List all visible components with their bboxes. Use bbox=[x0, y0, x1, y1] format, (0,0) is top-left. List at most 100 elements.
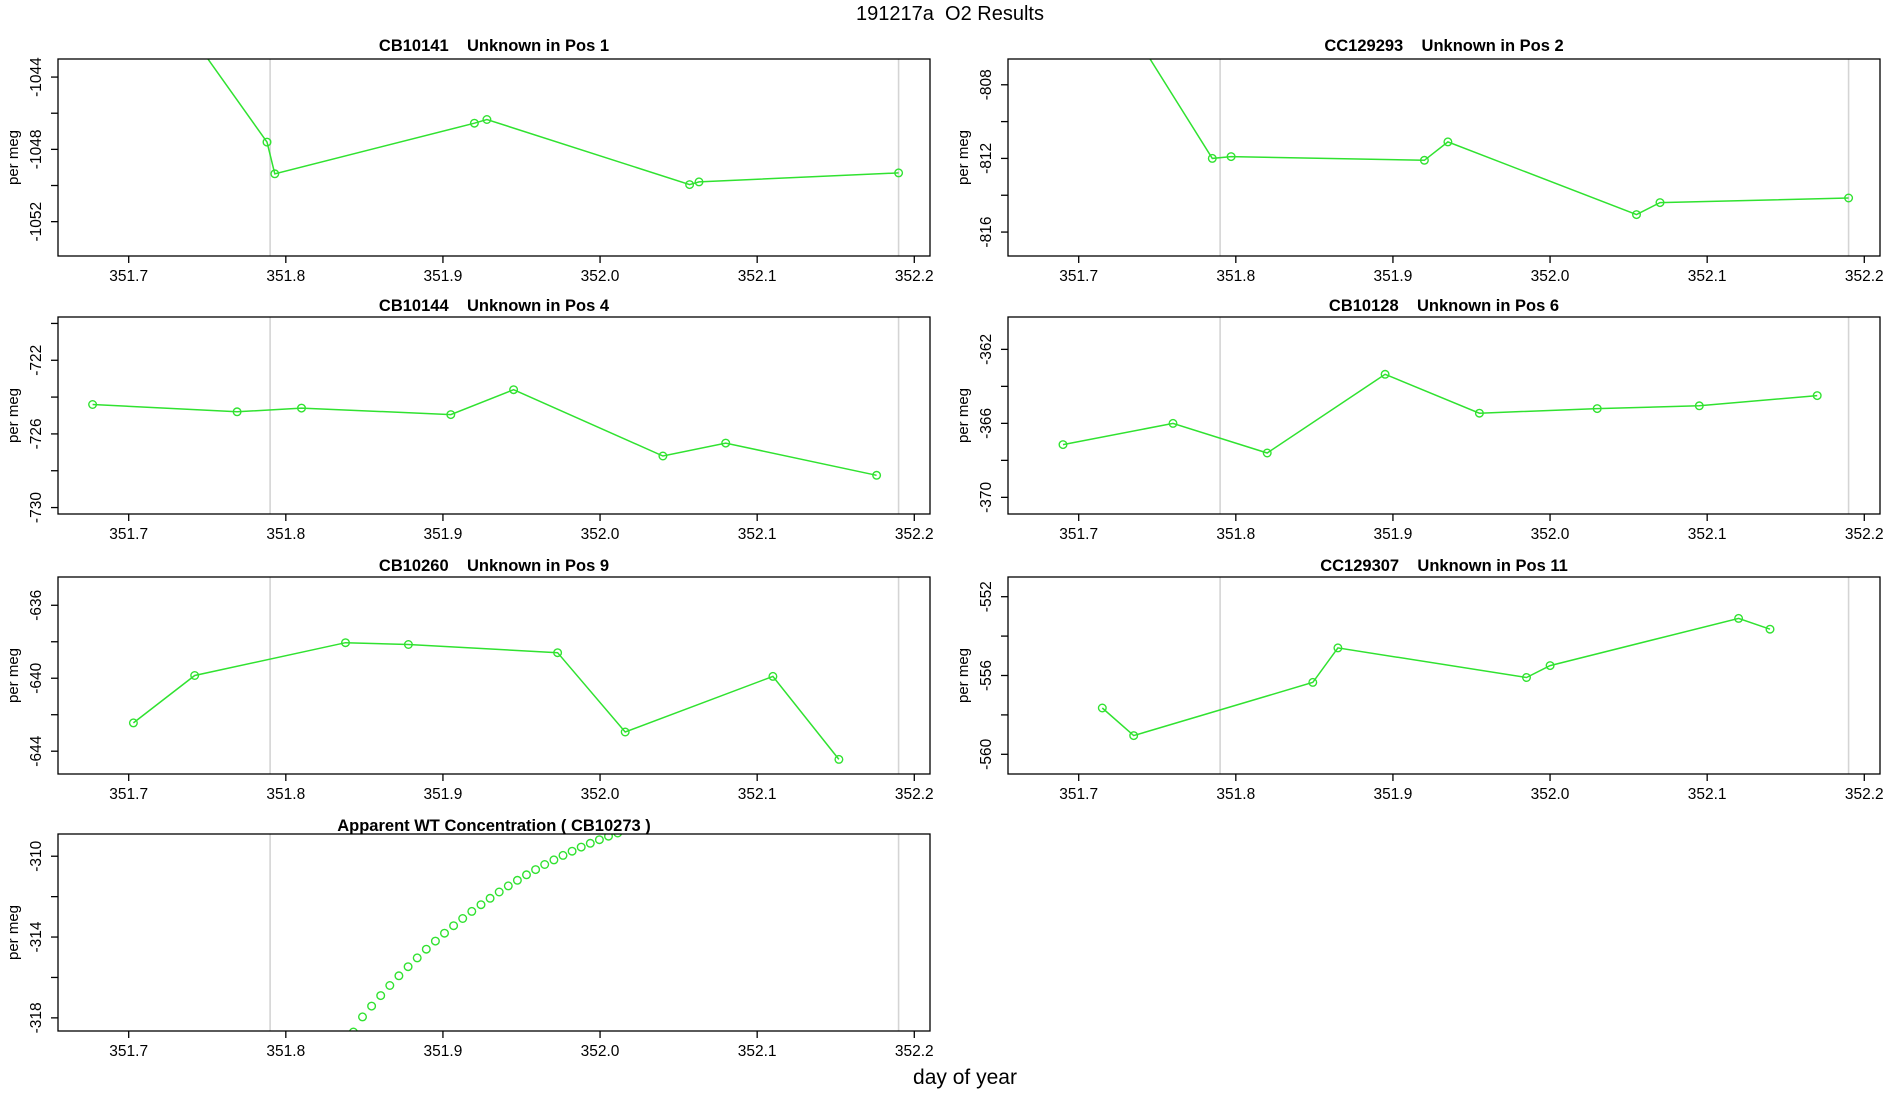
y-tick-label: -1048 bbox=[28, 130, 45, 170]
data-point-marker bbox=[685, 180, 695, 190]
x-tick-label: 352.1 bbox=[738, 526, 777, 543]
data-point-marker bbox=[1522, 672, 1532, 682]
x-tick-label: 351.9 bbox=[424, 268, 463, 285]
data-point-marker bbox=[1694, 401, 1704, 411]
chart-title: CB10141 Unknown in Pos 1 bbox=[378, 37, 610, 55]
x-tick-label: 351.8 bbox=[1216, 786, 1255, 803]
data-point-marker bbox=[485, 893, 495, 903]
y-axis-title: per meg bbox=[5, 130, 22, 185]
data-point-marker bbox=[620, 727, 630, 737]
data-point-marker bbox=[894, 168, 904, 178]
data-point-marker bbox=[467, 906, 477, 916]
chart-canvas: 351.7 351.8 351.9 352.0 352.1 352.2 -362 -366 -3… bbox=[955, 316, 1884, 543]
data-point-marker bbox=[834, 754, 844, 764]
data-point-marker bbox=[446, 410, 456, 420]
data-point-marker bbox=[658, 451, 668, 461]
y-axis-title: per meg bbox=[5, 648, 22, 703]
plot-area bbox=[128, 577, 900, 774]
y-tick-label: -310 bbox=[28, 840, 45, 871]
x-tick-label: 351.8 bbox=[266, 786, 305, 803]
x-tick-label: 351.7 bbox=[109, 1043, 148, 1060]
x-tick-label: 352.0 bbox=[581, 1043, 620, 1060]
chart-canvas: 351.7 351.8 351.9 352.0 352.1 352.2 -1044 -1048… bbox=[5, 57, 934, 285]
y-tick-label: -1044 bbox=[28, 57, 45, 97]
data-point-marker bbox=[604, 834, 613, 841]
data-point-marker bbox=[567, 846, 577, 856]
chart-canvas: 351.7 351.8 351.9 352.0 352.1 352.2 -310 -314 -3… bbox=[5, 814, 934, 1060]
x-tick-label: 351.8 bbox=[1216, 268, 1255, 285]
data-point-marker bbox=[1844, 193, 1854, 203]
chart-panel-cb10260-pos9: CB10260 Unknown in Pos 9 351.7 351.8 351.9… bbox=[0, 550, 950, 810]
y-axis-title: per meg bbox=[955, 130, 972, 185]
chart-canvas: 351.7 351.8 351.9 352.0 352.1 352.2 -808 -812 -8… bbox=[955, 58, 1884, 285]
x-tick-label: 351.9 bbox=[1374, 526, 1413, 543]
y-tick-label: -636 bbox=[28, 590, 45, 621]
data-point-marker bbox=[1226, 152, 1236, 162]
chart-canvas: 351.7 351.8 351.9 352.0 352.1 352.2 -722 -726 -7… bbox=[5, 316, 934, 543]
x-tick-label: 351.9 bbox=[1374, 268, 1413, 285]
data-line bbox=[132, 641, 840, 760]
data-point-marker bbox=[768, 671, 778, 681]
data-point-marker bbox=[403, 639, 413, 649]
data-point-marker bbox=[270, 169, 280, 179]
y-tick-label: -640 bbox=[28, 662, 45, 693]
data-point-marker bbox=[297, 403, 307, 413]
plot-area bbox=[88, 317, 900, 514]
plot-area bbox=[1149, 59, 1854, 256]
x-tick-label: 352.0 bbox=[581, 786, 620, 803]
y-tick-label: -1052 bbox=[28, 202, 45, 242]
data-line bbox=[207, 59, 899, 186]
data-point-marker bbox=[232, 407, 242, 417]
x-tick-label: 352.2 bbox=[895, 526, 934, 543]
data-line bbox=[1062, 373, 1818, 454]
data-point-marker bbox=[341, 638, 351, 648]
x-tick-label: 352.1 bbox=[738, 786, 777, 803]
x-tick-label: 351.8 bbox=[1216, 526, 1255, 543]
data-point-marker bbox=[449, 921, 459, 931]
page-title: 191217a O2 Results bbox=[856, 3, 1044, 25]
plot-area bbox=[207, 59, 904, 256]
data-point-marker bbox=[1333, 643, 1343, 653]
data-point-marker bbox=[1443, 137, 1453, 147]
x-tick-label: 352.1 bbox=[738, 268, 777, 285]
plot-box bbox=[57, 576, 931, 775]
data-point-marker bbox=[412, 953, 422, 963]
data-point-marker bbox=[394, 971, 404, 981]
data-point-marker bbox=[669, 814, 677, 822]
y-tick-label: -556 bbox=[978, 660, 995, 691]
x-tick-label: 351.7 bbox=[1059, 786, 1098, 803]
data-line bbox=[1101, 617, 1771, 737]
chart-title: CB10260 Unknown in Pos 9 bbox=[378, 557, 610, 575]
x-tick-label: 351.7 bbox=[1059, 526, 1098, 543]
data-point-marker bbox=[262, 137, 272, 147]
data-point-marker bbox=[128, 718, 138, 728]
x-tick-label: 352.0 bbox=[1531, 526, 1570, 543]
data-point-marker bbox=[531, 865, 541, 875]
data-line bbox=[92, 388, 877, 477]
x-tick-label: 352.0 bbox=[1531, 786, 1570, 803]
y-tick-label: -726 bbox=[28, 418, 45, 449]
data-point-marker bbox=[1474, 408, 1484, 418]
data-point-marker bbox=[1058, 440, 1068, 450]
plot-area bbox=[1058, 317, 1850, 514]
plot-box bbox=[1007, 58, 1881, 257]
y-axis-title: per meg bbox=[5, 388, 22, 443]
data-point-marker bbox=[558, 850, 568, 860]
plot-box bbox=[57, 833, 931, 1032]
x-tick-label: 351.8 bbox=[266, 526, 305, 543]
y-tick-label: -812 bbox=[978, 143, 995, 174]
data-point-marker bbox=[509, 385, 519, 395]
x-tick-label: 351.9 bbox=[424, 526, 463, 543]
chart-panel-cb10273-apparent-wt: Apparent WT Concentration ( CB10273 ) 35… bbox=[0, 810, 950, 1100]
x-tick-label: 351.7 bbox=[109, 268, 148, 285]
plot-box bbox=[57, 316, 931, 515]
data-point-marker bbox=[503, 881, 513, 891]
y-tick-label: -816 bbox=[978, 217, 995, 248]
x-tick-label: 352.0 bbox=[1531, 268, 1570, 285]
chart-title: CC129293 Unknown in Pos 2 bbox=[1324, 37, 1564, 55]
data-point-marker bbox=[1592, 404, 1602, 414]
data-point-marker bbox=[1812, 391, 1822, 401]
data-point-marker bbox=[624, 834, 629, 835]
plot-box bbox=[1007, 576, 1881, 775]
data-line bbox=[1149, 59, 1849, 216]
